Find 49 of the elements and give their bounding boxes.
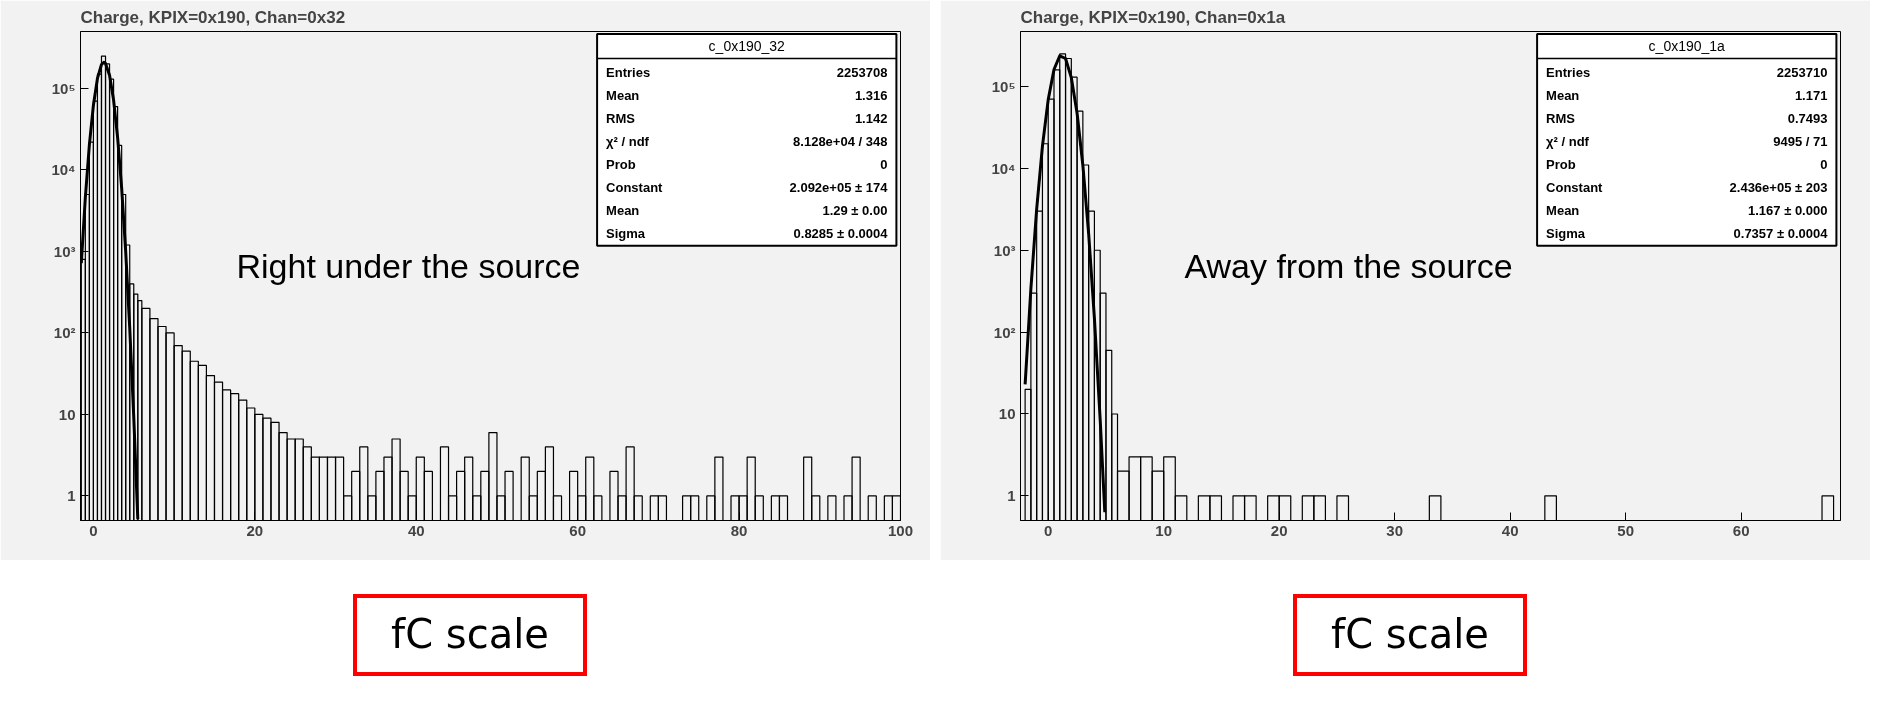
text: Mean 1.29 ± 0.00 <box>606 202 888 218</box>
text: χ² / ndf 8.128e+04 / 348 <box>606 133 888 149</box>
y-tick-label: 10² <box>993 323 1016 341</box>
y-tick-label: 10⁴ <box>991 159 1016 177</box>
x-tick-label: 20 <box>246 521 264 539</box>
text: Sigma 0.7357 ± 0.0004 <box>1546 225 1828 241</box>
text: Mean 1.316 <box>606 87 888 103</box>
text: fC scale <box>353 594 587 676</box>
annotation: c_0x190_32 <box>708 38 786 55</box>
chart-title: Charge, KPIX=0x190, Chan=0x1a <box>1020 7 1286 27</box>
text: Mean 1.167 ± 0.000 <box>1546 202 1828 218</box>
y-tick-label: 10³ <box>53 242 76 260</box>
text: Entries 2253708 <box>606 64 888 80</box>
annotation: c_0x190_1a <box>1648 38 1726 55</box>
y-tick-label: 10⁵ <box>51 79 76 97</box>
y-tick-label: 10² <box>53 324 76 342</box>
x-tick-label: 0 <box>1044 521 1053 539</box>
x-tick-label: 80 <box>730 521 748 539</box>
text: Constant 2.436e+05 ± 203 <box>1546 179 1828 195</box>
y-tick-label: 10³ <box>993 241 1016 259</box>
text: Constant 2.092e+05 ± 174 <box>606 179 888 195</box>
text: RMS 1.142 <box>606 110 888 126</box>
y-tick-label: 10⁴ <box>51 161 76 179</box>
text: χ² / ndf 9495 / 71 <box>1546 133 1828 149</box>
y-tick-label: 10⁵ <box>991 78 1016 96</box>
text: Prob 0 <box>1546 156 1828 172</box>
text: Entries 2253710 <box>1546 64 1828 80</box>
chart-title: Charge, KPIX=0x190, Chan=0x32 <box>80 7 346 27</box>
x-tick-label: 50 <box>1617 521 1635 539</box>
text: Prob 0 <box>606 156 888 172</box>
x-tick-label: 40 <box>1501 521 1519 539</box>
x-tick-label: 60 <box>569 521 587 539</box>
x-tick-label: 20 <box>1270 521 1288 539</box>
annotation: Away from the source <box>1184 247 1513 286</box>
y-tick-label: 10 <box>58 405 76 423</box>
x-tick-label: 60 <box>1732 521 1750 539</box>
x-tick-label: 30 <box>1386 521 1404 539</box>
y-tick-label: 10 <box>998 405 1016 423</box>
annotation: Right under the source <box>236 247 581 286</box>
x-tick-label: 40 <box>407 521 425 539</box>
y-tick-label: 1 <box>67 487 76 505</box>
x-tick-label: 10 <box>1155 521 1173 539</box>
text: fC scale <box>1293 594 1527 676</box>
x-tick-label: 100 <box>887 521 914 539</box>
text: Mean 1.171 <box>1546 87 1828 103</box>
text: Sigma 0.8285 ± 0.0004 <box>606 225 888 241</box>
text: RMS 0.7493 <box>1546 110 1828 126</box>
x-tick-label: 0 <box>89 521 98 539</box>
y-tick-label: 1 <box>1007 487 1016 505</box>
